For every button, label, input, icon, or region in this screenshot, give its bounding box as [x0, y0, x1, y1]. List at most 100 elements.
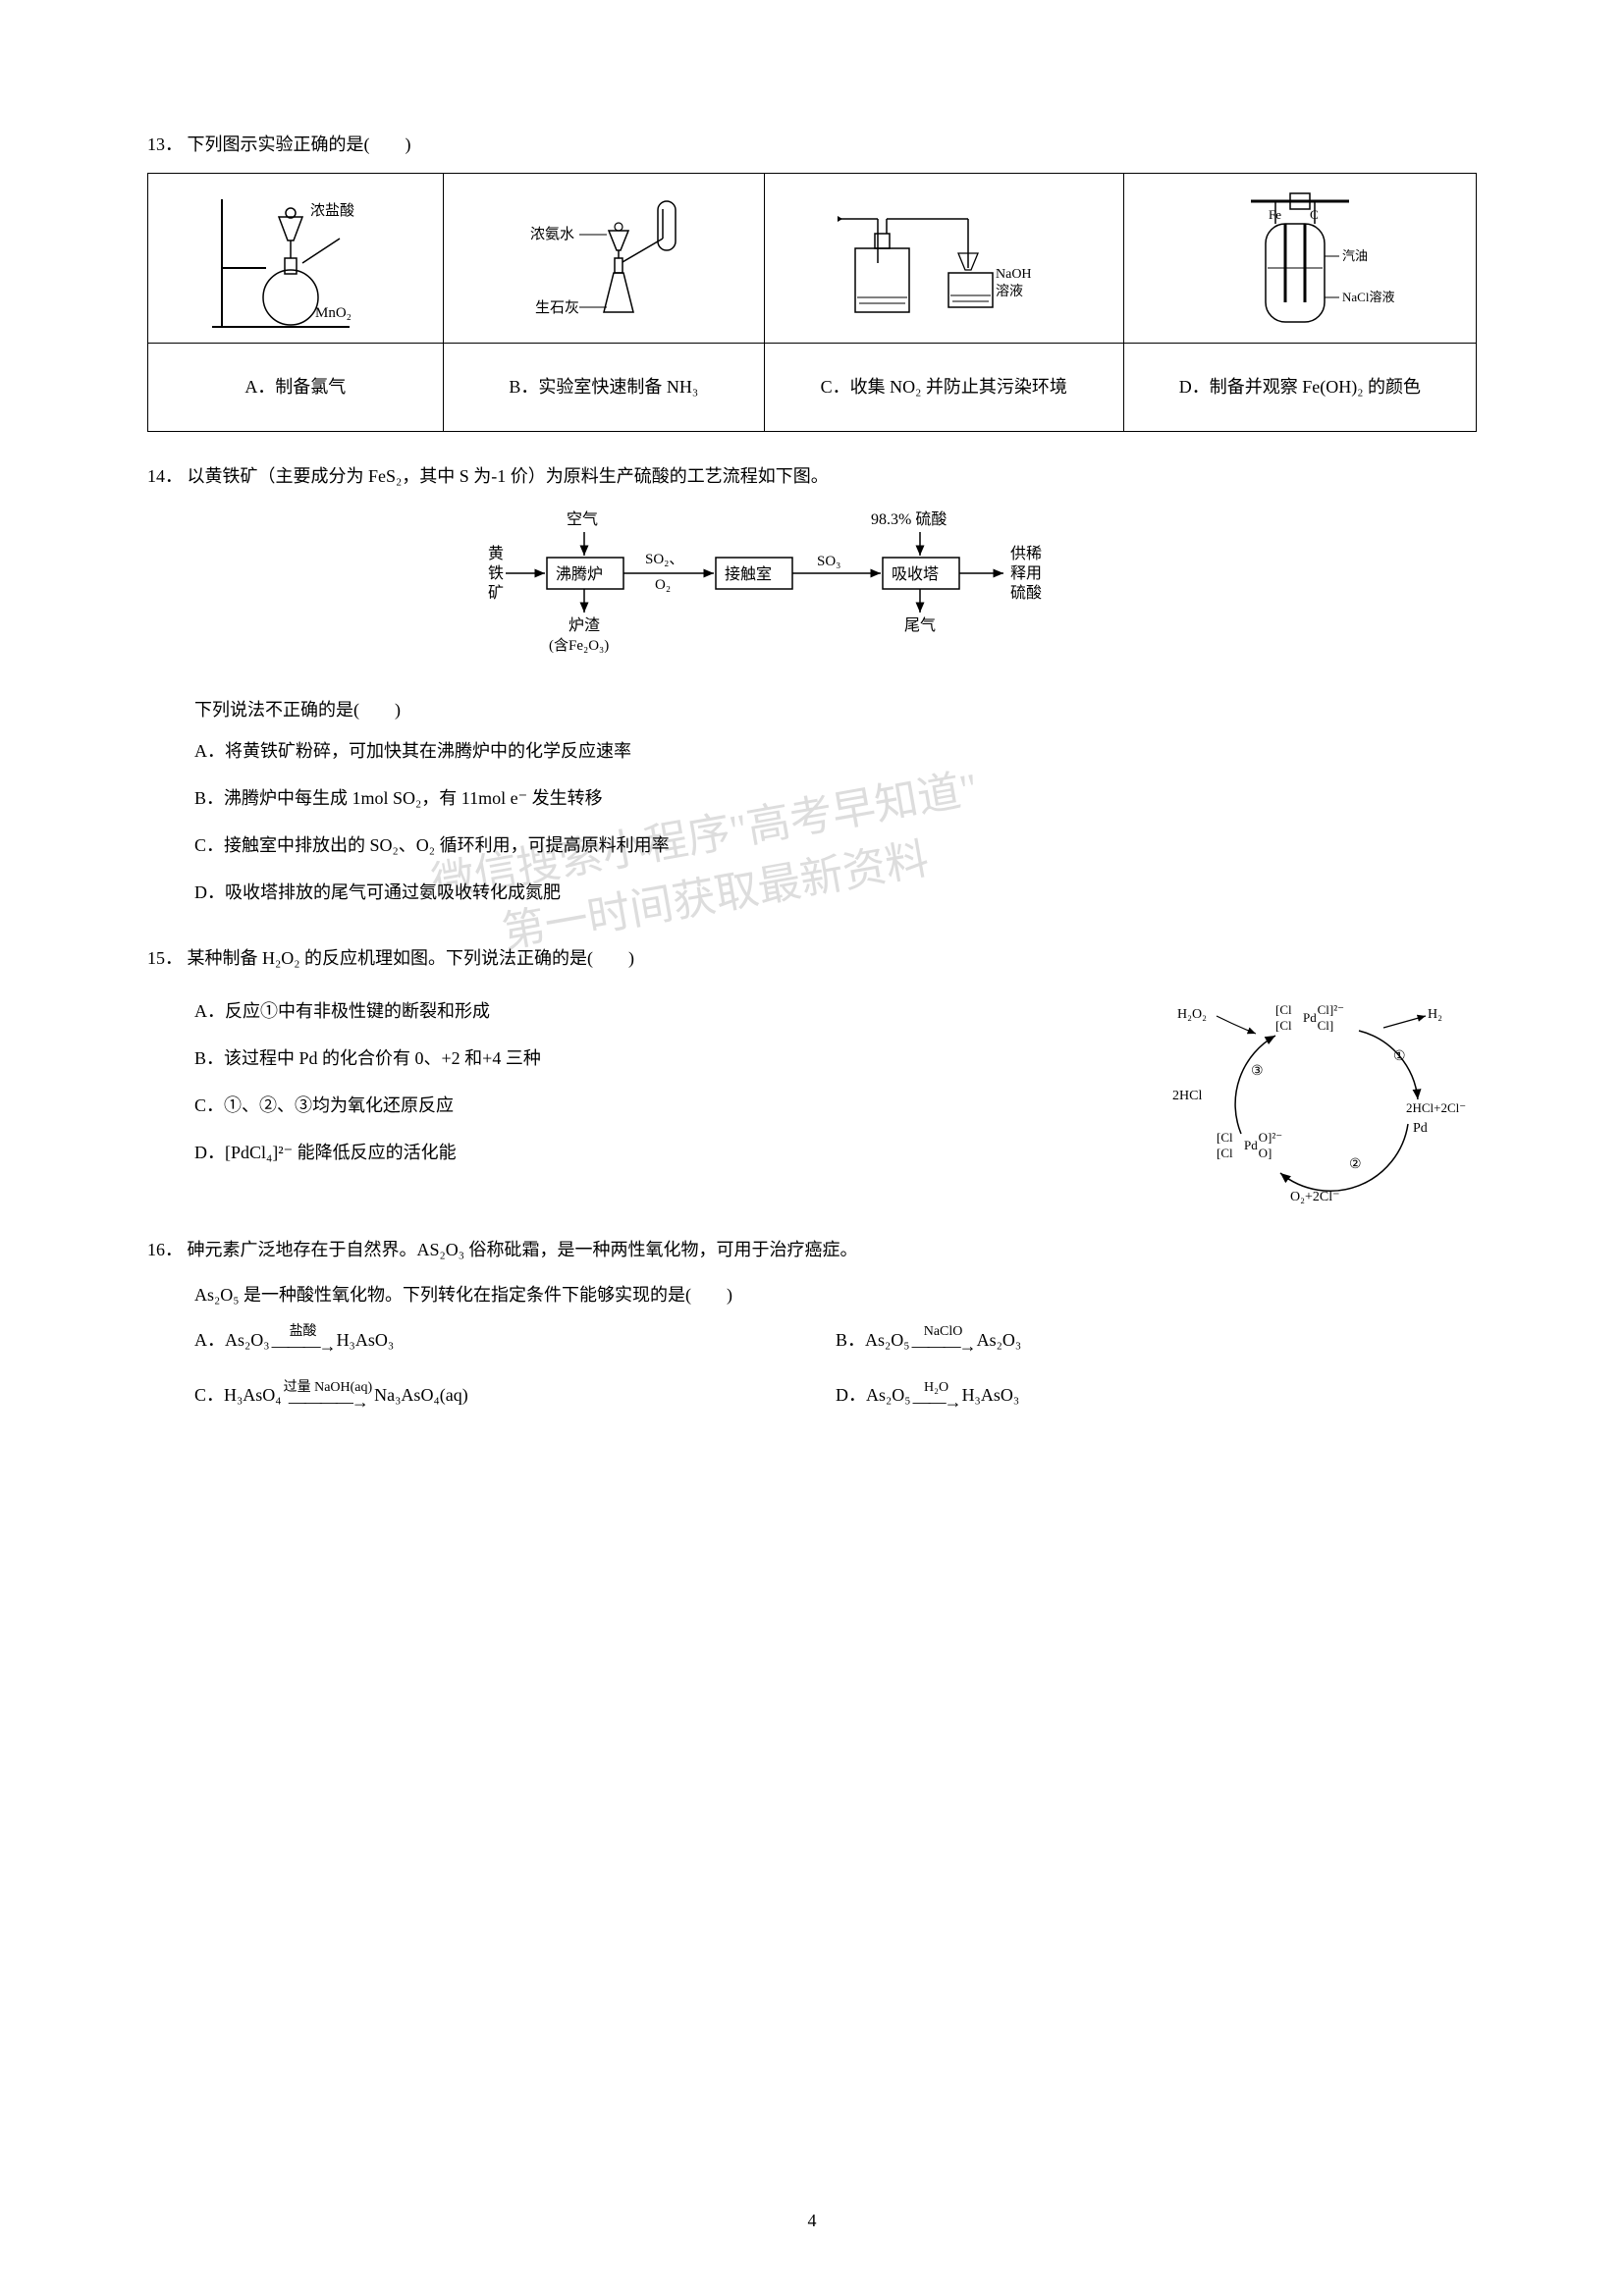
flow-residue-note: (含Fe₂O₃) — [549, 637, 609, 654]
q16-row1: A． As₂O₃ 盐酸 ———→ H₃AsO₃ B． As₂O₅ NaClO —… — [194, 1323, 1477, 1357]
q13-option-a: A．制备氯气 — [148, 344, 444, 432]
q13-heading: 13． 下列图示实验正确的是( ) — [147, 128, 1477, 161]
q16-a-right: H₃AsO₃ — [337, 1323, 395, 1357]
q13-cell-c-img: NaOH 溶液 — [764, 174, 1123, 344]
q15-heading: 15． 某种制备 H₂O₂ 的反应机理如图。下列说法正确的是( ) — [147, 941, 1477, 975]
cyc-pd-bl: Pd — [1244, 1138, 1258, 1152]
label-nacl: NaCl溶液 — [1342, 290, 1394, 304]
apparatus-d-icon: Fe C 汽油 NaCl溶液 — [1192, 180, 1408, 337]
q13-number: 13． — [147, 134, 183, 154]
q15-body: A．反应①中有非极性键的断裂和形成 B．该过程中 Pd 的化合价有 0、+2 和… — [147, 987, 1477, 1223]
q16-d-left: As₂O₅ — [866, 1378, 911, 1412]
cyc-step1: ① — [1393, 1049, 1406, 1064]
q16-heading: 16． 砷元素广泛地存在于自然界。AS₂O₃ 俗称砒霜，是一种两性氧化物，可用于… — [147, 1233, 1477, 1266]
q16-stem2: As₂O₅ 是一种酸性氧化物。下列转化在指定条件下能够实现的是( ) — [194, 1278, 1477, 1311]
flow-tail: 尾气 — [904, 616, 936, 634]
q15-number: 15． — [147, 948, 183, 968]
label-solid-b: 生石灰 — [535, 299, 579, 316]
label-c: C — [1310, 207, 1319, 222]
flow-in-3: 矿 — [488, 584, 504, 602]
cyc-bottom: O₂+2Cl⁻ — [1290, 1190, 1340, 1204]
q14-opt-d: D．吸收塔排放的尾气可通过氨吸收转化成氮肥 — [194, 876, 1477, 909]
flow-box1: 沸腾炉 — [556, 565, 603, 583]
q14-heading: 14． 以黄铁矿（主要成分为 FeS₂，其中 S 为-1 价）为原料生产硫酸的工… — [147, 459, 1477, 493]
q13-cell-d-img: Fe C 汽油 NaCl溶液 — [1123, 174, 1476, 344]
flow-r2: 释用 — [1010, 564, 1042, 582]
flow-out1b: O₂ — [655, 577, 671, 593]
flow-residue: 炉渣 — [568, 616, 600, 634]
apparatus-b-icon: 浓氨水 生石灰 — [491, 180, 717, 337]
page-content: 13． 下列图示实验正确的是( ) — [147, 128, 1477, 1413]
q16-d-right: H₃AsO₃ — [962, 1378, 1020, 1412]
q16-opt-b: B． As₂O₅ NaClO ———→ As₂O₃ — [836, 1323, 1477, 1357]
q16-options: A． As₂O₃ 盐酸 ———→ H₃AsO₃ B． As₂O₅ NaClO —… — [194, 1323, 1477, 1412]
q16-a-arrow: 盐酸 ———→ — [272, 1325, 335, 1355]
q13-stem: 下列图示实验正确的是( ) — [188, 134, 411, 154]
q16-d-label: D． — [836, 1378, 866, 1412]
q15-cycle-diagram: [Cl Cl]²⁻ [Cl Cl] Pd H₂O₂ H₂ ① ② ③ 2HCl … — [1163, 987, 1477, 1212]
q16-opt-a: A． As₂O₃ 盐酸 ———→ H₃AsO₃ — [194, 1323, 836, 1357]
q13-option-b: B．实验室快速制备 NH₃ — [443, 344, 764, 432]
q14-options: A．将黄铁矿粉碎，可加快其在沸腾炉中的化学反应速率 B．沸腾炉中每生成 1mol… — [194, 734, 1477, 910]
q13-option-d: D．制备并观察 Fe(OH)₂ 的颜色 — [1123, 344, 1476, 432]
label-naoh-2: 溶液 — [996, 284, 1023, 299]
q15-stem: 某种制备 H₂O₂ 的反应机理如图。下列说法正确的是( ) — [188, 948, 635, 968]
q13-label-row: A．制备氯气 B．实验室快速制备 NH₃ C．收集 NO₂ 并防止其污染环境 D… — [148, 344, 1477, 432]
q16-opt-d: D． As₂O₅ H₂O ——→ H₃AsO₃ — [836, 1378, 1477, 1412]
q16-number: 16． — [147, 1240, 183, 1259]
q16-b-right: As₂O₃ — [977, 1323, 1022, 1357]
q16-c-label: C． — [194, 1378, 224, 1412]
flow-box2: 接触室 — [725, 565, 772, 583]
q14-flow-wrap: 黄 铁 矿 空气 沸腾炉 炉渣 (含Fe₂O₃) SO₂、 O₂ 接触室 SO₃ — [147, 505, 1477, 682]
q16-c-arrow: 过量 NaOH(aq) ————→ — [284, 1381, 373, 1411]
q16-c-right: Na₃AsO₄(aq) — [374, 1378, 468, 1412]
label-reagent-b: 浓氨水 — [530, 226, 574, 242]
q16-opt-c: C． H₃AsO₄ 过量 NaOH(aq) ————→ Na₃AsO₄(aq) — [194, 1378, 836, 1412]
cyc-pd-top: Pd — [1303, 1010, 1317, 1025]
q15-opt-b: B．该过程中 Pd 的化合价有 0、+2 和+4 三种 — [194, 1041, 1153, 1075]
q16-b-label: B． — [836, 1323, 865, 1357]
q15-opt-a: A．反应①中有非极性键的断裂和形成 — [194, 994, 1153, 1028]
q15-opt-c: C．①、②、③均为氧化还原反应 — [194, 1089, 1153, 1122]
arrow-icon: ———→ — [272, 1337, 335, 1355]
apparatus-a-icon: 浓盐酸 MnO₂ — [192, 180, 399, 337]
label-fe: Fe — [1269, 207, 1281, 222]
cyc-2hcl: 2HCl — [1172, 1089, 1202, 1103]
q14-opt-a: A．将黄铁矿粉碎，可加快其在沸腾炉中的化学反应速率 — [194, 734, 1477, 768]
label-solid-a: MnO₂ — [315, 305, 352, 321]
q16-a-label: A． — [194, 1323, 225, 1357]
q15-diagram-wrap: [Cl Cl]²⁻ [Cl Cl] Pd H₂O₂ H₂ ① ② ③ 2HCl … — [1153, 987, 1477, 1223]
q16-b-left: As₂O₅ — [865, 1323, 910, 1357]
flow-out1a: SO₂、 — [645, 552, 683, 567]
flow-r1: 供稀 — [1010, 545, 1042, 562]
q13-cell-a-img: 浓盐酸 MnO₂ — [148, 174, 444, 344]
q14-prompt: 下列说法不正确的是( ) — [194, 693, 1477, 726]
flow-air: 空气 — [567, 510, 598, 528]
flow-in-1: 黄 — [488, 545, 504, 562]
cyc-step3: ③ — [1251, 1064, 1264, 1079]
q13-image-row: 浓盐酸 MnO₂ 浓氨水 — [148, 174, 1477, 344]
flow-out2: SO₃ — [817, 554, 840, 569]
q13-cell-b-img: 浓氨水 生石灰 — [443, 174, 764, 344]
q16-d-arrow: H₂O ——→ — [913, 1381, 960, 1411]
apparatus-c-icon: NaOH 溶液 — [821, 180, 1066, 337]
arrow-icon: ———→ — [912, 1337, 975, 1355]
page-number: 4 — [0, 2204, 1624, 2237]
flow-acid: 98.3% 硫酸 — [871, 510, 947, 528]
cyc-step2: ② — [1349, 1157, 1362, 1172]
cyc-h2: H₂ — [1428, 1007, 1442, 1022]
flow-in-2: 铁 — [488, 564, 504, 582]
q16-c-left: H₃AsO₄ — [224, 1378, 282, 1412]
q14-opt-c: C．接触室中排放出的 SO₂、O₂ 循环利用，可提高原料利用率 — [194, 828, 1477, 862]
q13-table: 浓盐酸 MnO₂ 浓氨水 — [147, 173, 1477, 432]
q14-number: 14． — [147, 466, 183, 486]
q14-opt-b: B．沸腾炉中每生成 1mol SO₂，有 11mol e⁻ 发生转移 — [194, 781, 1477, 815]
q16-b-arrow: NaClO ———→ — [912, 1325, 975, 1355]
cyc-pd: Pd — [1413, 1121, 1428, 1136]
q16-stem1: 砷元素广泛地存在于自然界。AS₂O₃ 俗称砒霜，是一种两性氧化物，可用于治疗癌症… — [188, 1240, 858, 1259]
label-naoh-1: NaOH — [996, 267, 1032, 282]
arrow-icon: ————→ — [289, 1393, 367, 1411]
q14-flow-diagram: 黄 铁 矿 空气 沸腾炉 炉渣 (含Fe₂O₃) SO₂、 O₂ 接触室 SO₃ — [459, 505, 1165, 671]
arrow-icon: ——→ — [913, 1393, 960, 1411]
q15-options: A．反应①中有非极性键的断裂和形成 B．该过程中 Pd 的化合价有 0、+2 和… — [194, 994, 1153, 1184]
